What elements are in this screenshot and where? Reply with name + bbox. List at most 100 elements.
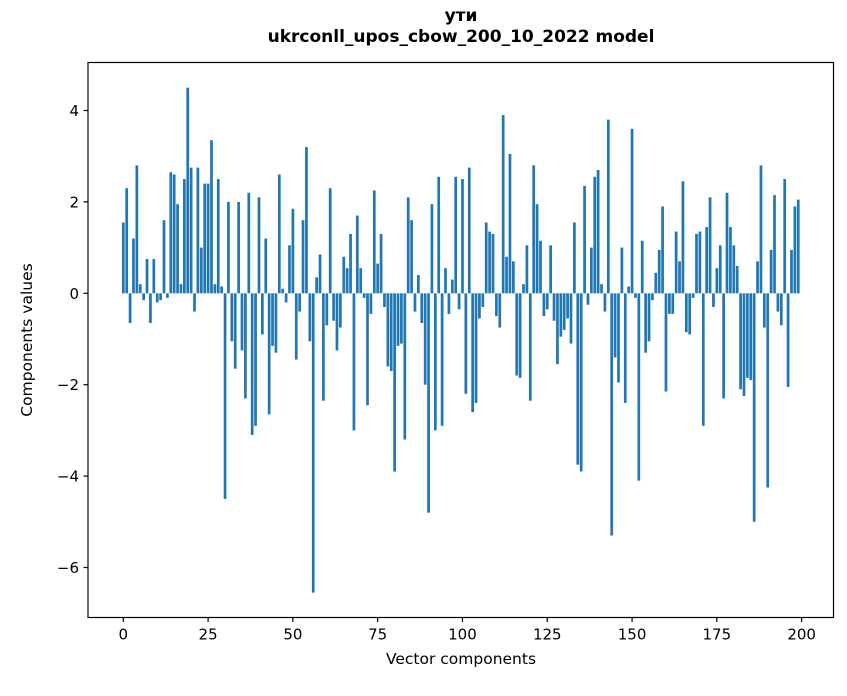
bar <box>668 293 671 314</box>
bar <box>508 153 512 294</box>
bar <box>488 231 491 294</box>
bar <box>145 259 149 294</box>
bar <box>250 293 254 435</box>
chart-subtitle: ukrconll_upos_cbow_200_10_2022 model <box>267 27 655 48</box>
bar <box>193 293 196 312</box>
bar <box>559 293 563 337</box>
bar <box>155 293 159 303</box>
bar <box>267 293 271 415</box>
bar <box>467 167 471 294</box>
bar <box>149 293 152 324</box>
x-tick-label: 0 <box>119 626 129 644</box>
bar <box>793 206 797 294</box>
bar <box>132 238 135 294</box>
bar <box>518 293 522 378</box>
bar <box>417 275 420 294</box>
bar <box>335 293 339 351</box>
bar <box>230 293 234 342</box>
bar <box>216 179 220 294</box>
bar <box>590 247 593 294</box>
bar <box>274 293 278 353</box>
bar <box>640 240 644 294</box>
bar <box>318 254 322 294</box>
bar <box>759 165 763 294</box>
bar <box>379 233 383 294</box>
bar <box>796 199 800 294</box>
bar <box>688 293 692 335</box>
bar <box>464 293 468 394</box>
x-tick-label: 175 <box>703 626 732 644</box>
bar <box>600 284 603 294</box>
bar <box>349 233 352 294</box>
bar <box>440 293 444 426</box>
bar <box>400 293 403 344</box>
bar <box>454 176 458 294</box>
bar <box>291 208 295 294</box>
bar <box>393 293 396 472</box>
bar <box>749 293 753 381</box>
bar <box>135 165 139 294</box>
bar <box>610 293 614 536</box>
bar <box>227 201 230 294</box>
bar <box>498 293 502 328</box>
bar <box>573 222 576 294</box>
bar <box>756 261 759 294</box>
bar <box>664 293 668 392</box>
bar <box>328 188 332 294</box>
bar <box>630 128 634 294</box>
bar <box>199 247 203 294</box>
bar <box>315 277 318 294</box>
bar <box>762 293 766 328</box>
bar <box>420 293 424 324</box>
bar <box>613 293 617 358</box>
bar <box>579 293 583 472</box>
bar <box>766 293 770 488</box>
bar <box>359 268 363 294</box>
bar <box>735 265 739 294</box>
bar <box>491 233 495 294</box>
bar <box>627 286 631 294</box>
bar <box>674 231 678 294</box>
bar <box>776 293 780 312</box>
bar <box>596 169 600 294</box>
bar <box>552 293 556 321</box>
bar <box>162 220 166 294</box>
bar <box>433 293 437 431</box>
bar <box>213 284 217 294</box>
bar <box>284 293 288 303</box>
x-axis-label: Vector components <box>385 650 537 668</box>
x-tick-label: 50 <box>283 626 302 644</box>
bar <box>176 204 179 294</box>
bar <box>474 293 478 403</box>
bar <box>586 293 590 305</box>
bar <box>732 245 736 294</box>
bar <box>403 293 407 440</box>
bar <box>166 293 169 298</box>
bar <box>542 293 546 317</box>
bar <box>593 176 597 294</box>
x-tick-label: 200 <box>787 626 816 644</box>
bar <box>179 284 183 294</box>
bar <box>481 293 485 308</box>
bar <box>450 279 454 294</box>
bar <box>742 293 746 397</box>
bar <box>671 293 675 314</box>
bar <box>413 293 417 312</box>
bar <box>684 293 688 333</box>
y-tick-label: −4 <box>57 468 79 486</box>
bar <box>678 261 681 294</box>
bar <box>121 222 125 294</box>
bar <box>786 293 790 387</box>
bar <box>722 293 725 399</box>
bar <box>644 293 647 353</box>
bar <box>172 174 176 294</box>
bar <box>423 293 427 385</box>
bar <box>152 259 156 294</box>
bar <box>461 179 464 294</box>
bar <box>325 293 329 326</box>
bar <box>501 115 505 294</box>
bar <box>437 176 441 294</box>
bar <box>528 293 532 401</box>
y-tick-label: −6 <box>57 559 79 577</box>
bar <box>169 172 173 294</box>
